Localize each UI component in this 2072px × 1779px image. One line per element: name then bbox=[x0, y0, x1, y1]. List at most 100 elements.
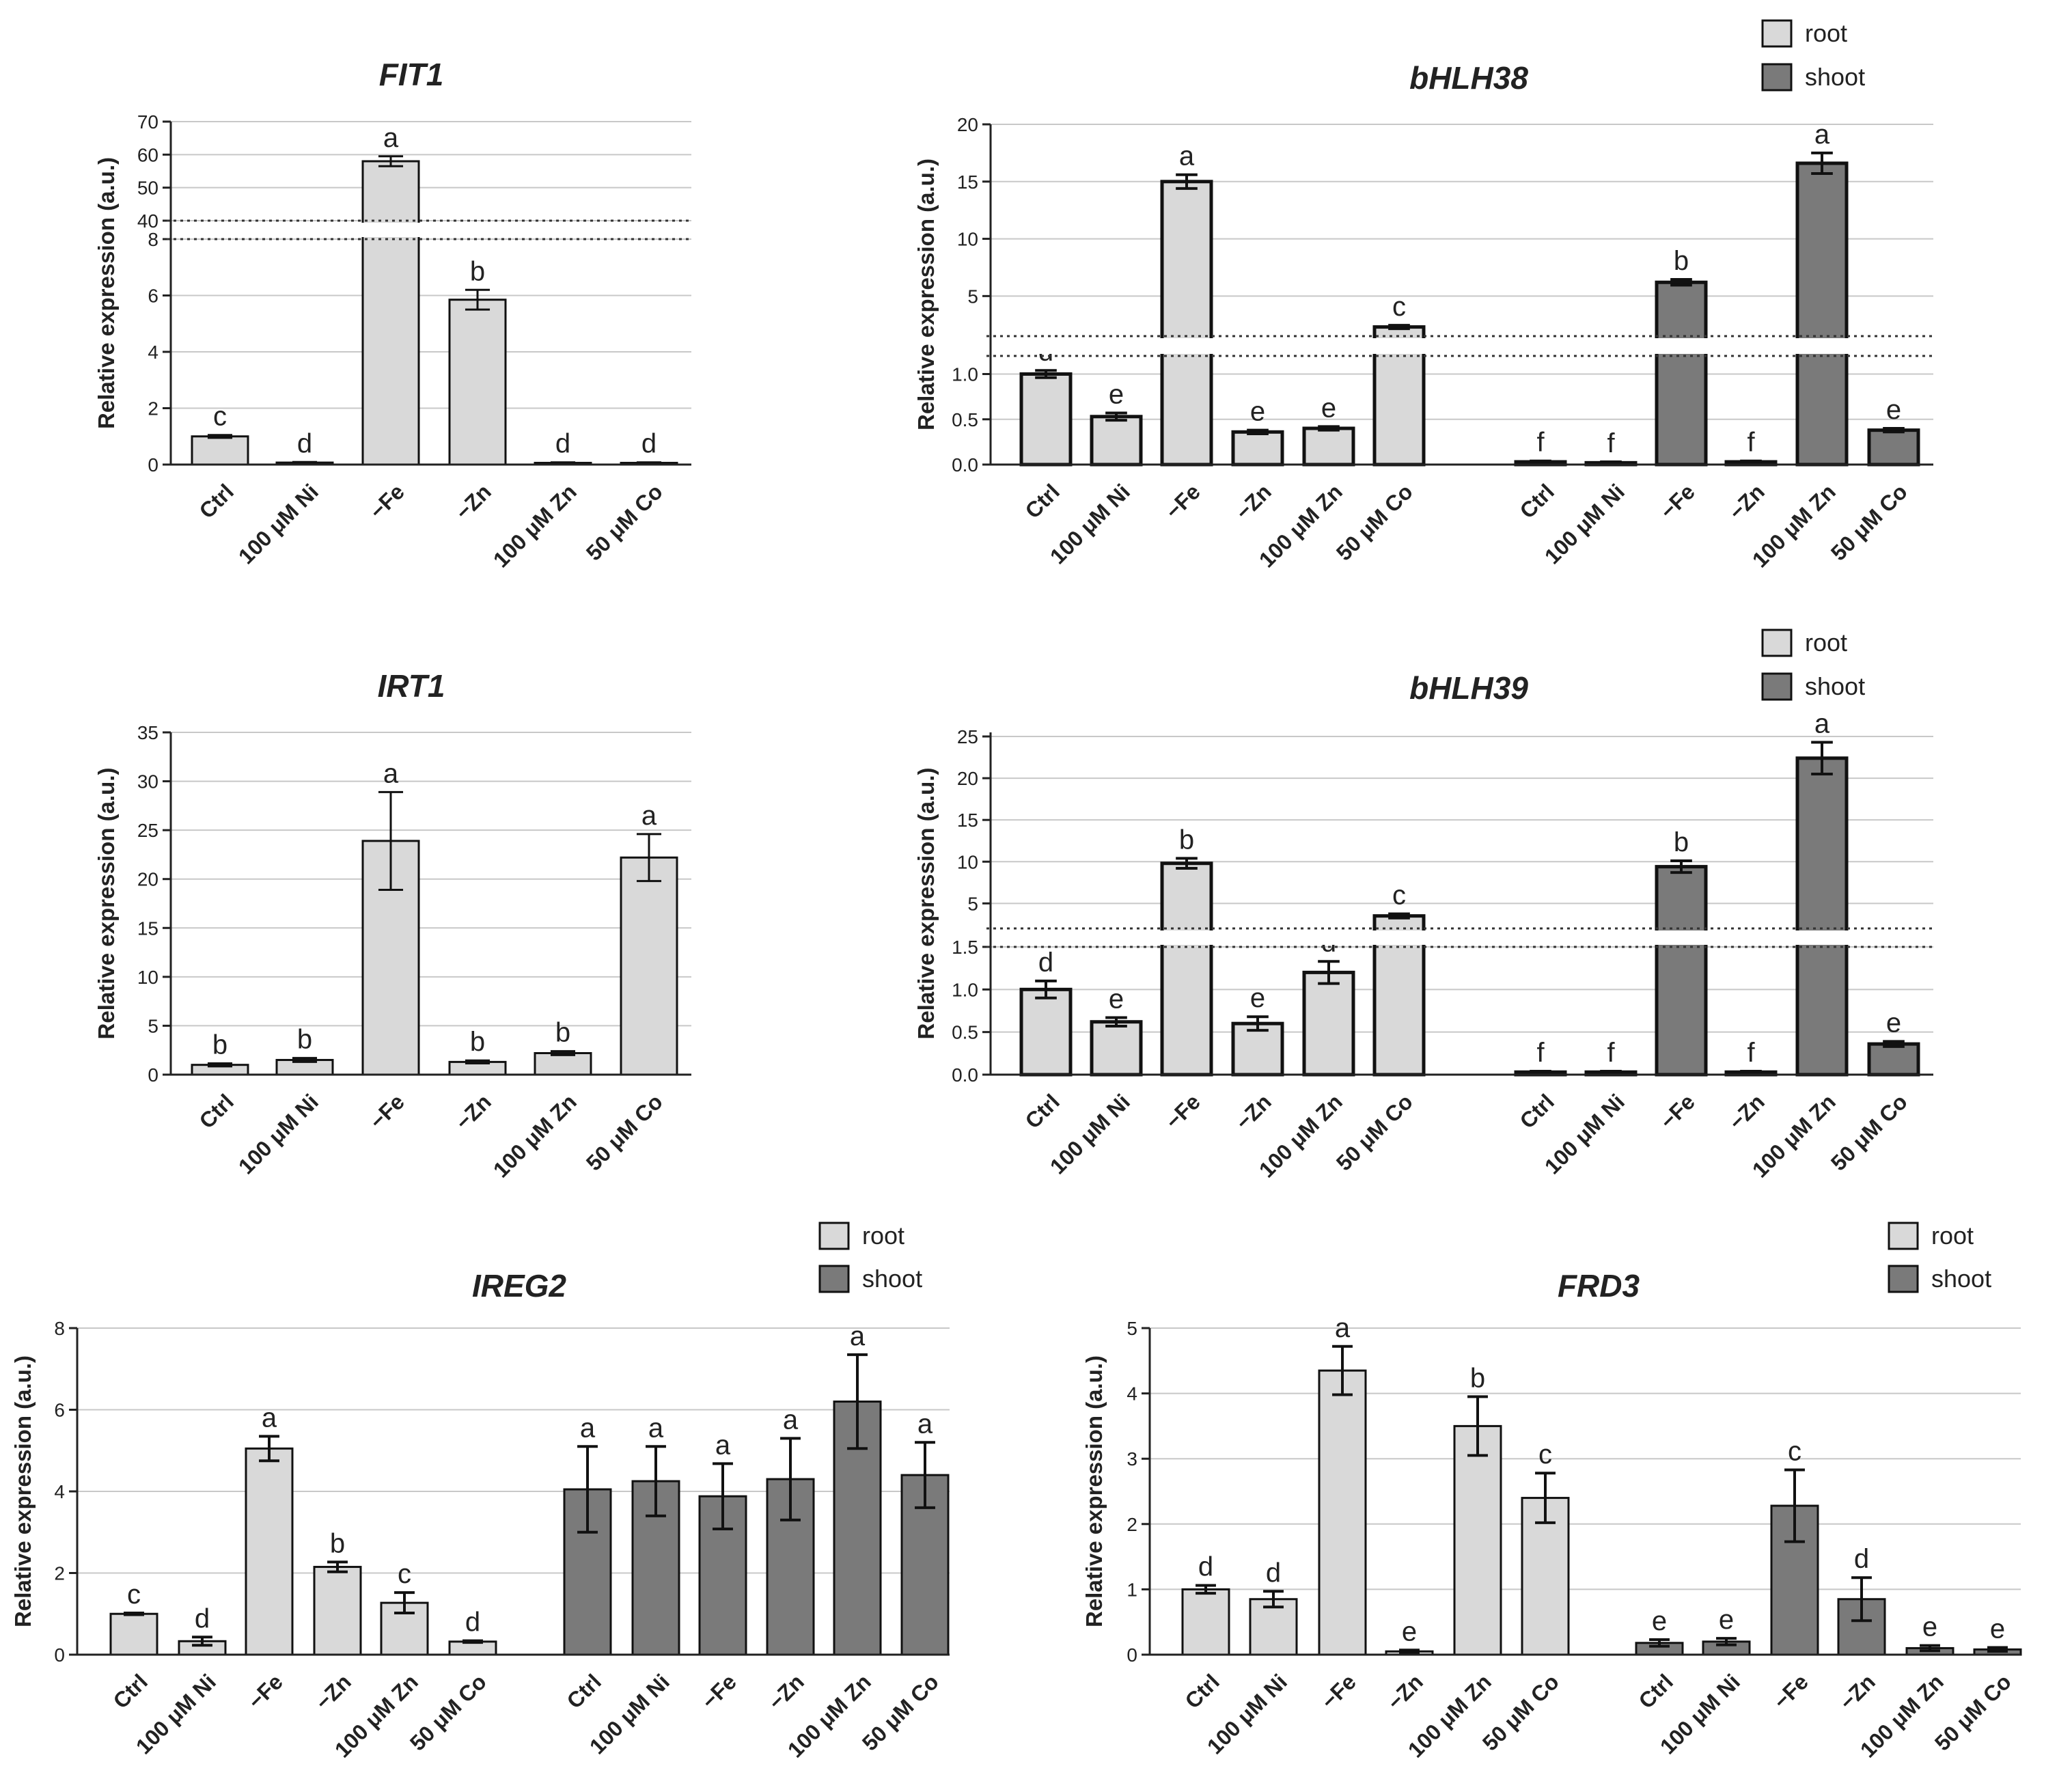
significance-letter: f bbox=[1747, 428, 1755, 458]
y-tick-label: 5 bbox=[148, 1015, 158, 1036]
legend-swatch-shoot bbox=[1888, 1265, 1919, 1293]
x-category-label: −Zn bbox=[1724, 479, 1769, 524]
significance-letter: b bbox=[470, 1027, 485, 1057]
bar-root bbox=[534, 1052, 592, 1076]
bar-root bbox=[1090, 415, 1143, 467]
significance-letter: d bbox=[465, 1608, 480, 1638]
x-category-label: −Zn bbox=[451, 1089, 496, 1134]
significance-letter: b bbox=[212, 1030, 227, 1060]
y-tick-label: 3 bbox=[1127, 1448, 1137, 1470]
y-tick-label: 15 bbox=[957, 810, 978, 831]
error-bar bbox=[1920, 1644, 1940, 1653]
bar-shoot bbox=[1655, 865, 1708, 1077]
axis-break-gap bbox=[981, 930, 1935, 945]
significance-letter: f bbox=[1536, 428, 1545, 458]
error-bar bbox=[124, 1612, 144, 1616]
y-tick-label: 4 bbox=[54, 1481, 65, 1502]
chart-title: IRT1 bbox=[378, 668, 445, 704]
significance-letter: c bbox=[1538, 1439, 1552, 1470]
x-category-label: −Zn bbox=[764, 1669, 809, 1714]
x-category-label: −Fe bbox=[1316, 1669, 1361, 1713]
y-tick-label: 0 bbox=[148, 1064, 158, 1086]
significance-letter: d bbox=[1266, 1558, 1281, 1588]
y-tick-label: 0.0 bbox=[952, 1064, 978, 1086]
significance-letter: b bbox=[330, 1528, 345, 1558]
significance-letter: d bbox=[555, 429, 570, 459]
x-category-label: Ctrl bbox=[1180, 1669, 1224, 1713]
y-tick-label: 15 bbox=[137, 918, 158, 939]
significance-letter: c bbox=[1392, 292, 1406, 322]
error-bar bbox=[1035, 369, 1057, 379]
significance-letter: a bbox=[648, 1413, 664, 1443]
axis-break-gap bbox=[981, 338, 1935, 354]
error-bar bbox=[378, 790, 404, 891]
error-bar bbox=[1649, 1638, 1670, 1648]
x-category-label: −Fe bbox=[1655, 479, 1700, 523]
significance-letter: e bbox=[1250, 983, 1265, 1013]
error-bar bbox=[636, 461, 662, 465]
bar-shoot bbox=[1867, 1042, 1920, 1077]
significance-letter: a bbox=[1179, 141, 1195, 171]
significance-letter: f bbox=[1747, 1038, 1755, 1068]
x-category-label: 50 μM Co bbox=[1826, 479, 1912, 565]
error-bar bbox=[207, 434, 233, 439]
y-axis-label: Relative expression (a.u.) bbox=[913, 768, 939, 1040]
error-bar bbox=[1851, 1576, 1872, 1623]
error-bar bbox=[1600, 1070, 1622, 1075]
significance-letter: d bbox=[641, 429, 657, 459]
x-category-label: −Fe bbox=[1655, 1089, 1700, 1133]
y-tick-label: 20 bbox=[137, 869, 158, 890]
x-category-label: −Fe bbox=[1161, 1089, 1205, 1133]
x-category-label: −Fe bbox=[243, 1669, 288, 1713]
error-bar bbox=[207, 1062, 233, 1068]
y-tick-label: 15 bbox=[957, 171, 978, 193]
error-bar bbox=[1318, 960, 1340, 985]
error-bar bbox=[1399, 1649, 1420, 1655]
error-bar bbox=[465, 288, 491, 311]
legend: root shoot bbox=[1761, 629, 1865, 701]
y-tick-label: 10 bbox=[957, 229, 978, 250]
error-bar bbox=[1716, 1637, 1737, 1646]
error-bar bbox=[327, 1560, 348, 1573]
significance-letter: e bbox=[1652, 1606, 1667, 1636]
significance-letter: d bbox=[297, 428, 312, 458]
y-tick-label: 20 bbox=[957, 768, 978, 789]
error-bar bbox=[713, 1462, 733, 1530]
x-category-label: −Zn bbox=[1835, 1669, 1880, 1714]
bar-shoot bbox=[1867, 428, 1920, 467]
bar-shoot bbox=[1655, 280, 1708, 467]
y-tick-label: 30 bbox=[137, 771, 158, 792]
y-tick-label: 4 bbox=[1127, 1383, 1137, 1405]
y-tick-label: 50 bbox=[137, 178, 158, 199]
x-category-label: Ctrl bbox=[1515, 1089, 1559, 1133]
y-tick-label: 60 bbox=[137, 144, 158, 165]
error-bar bbox=[1035, 979, 1057, 999]
y-tick-label: 6 bbox=[148, 286, 158, 307]
x-category-label: Ctrl bbox=[1515, 479, 1559, 523]
significance-letter: e bbox=[1886, 395, 1901, 425]
legend-label-shoot: shoot bbox=[1931, 1265, 1991, 1293]
bar-root bbox=[448, 299, 507, 466]
y-tick-label: 20 bbox=[957, 114, 978, 135]
bar-root bbox=[1019, 987, 1073, 1077]
error-bar bbox=[780, 1437, 801, 1521]
x-category-label: 50 μM Co bbox=[1331, 1089, 1418, 1175]
significance-letter: c bbox=[127, 1580, 141, 1610]
y-tick-label: 25 bbox=[957, 726, 978, 747]
significance-letter: a bbox=[641, 801, 657, 831]
y-tick-label: 25 bbox=[137, 820, 158, 841]
legend-label-shoot: shoot bbox=[1805, 672, 1865, 700]
error-bar bbox=[1530, 459, 1551, 465]
significance-letter: a bbox=[1335, 1313, 1351, 1343]
bar-shoot bbox=[1795, 756, 1849, 1077]
error-bar bbox=[550, 461, 576, 465]
x-category-label: 50 μM Co bbox=[581, 1089, 667, 1175]
error-bar bbox=[1811, 151, 1833, 176]
y-tick-label: 5 bbox=[967, 286, 978, 307]
x-category-label: 50 μM Co bbox=[581, 479, 667, 565]
y-tick-label: 0 bbox=[1127, 1644, 1137, 1666]
bar-root bbox=[1231, 1021, 1284, 1077]
y-tick-label: 40 bbox=[137, 210, 158, 232]
significance-letter: e bbox=[1719, 1605, 1734, 1635]
